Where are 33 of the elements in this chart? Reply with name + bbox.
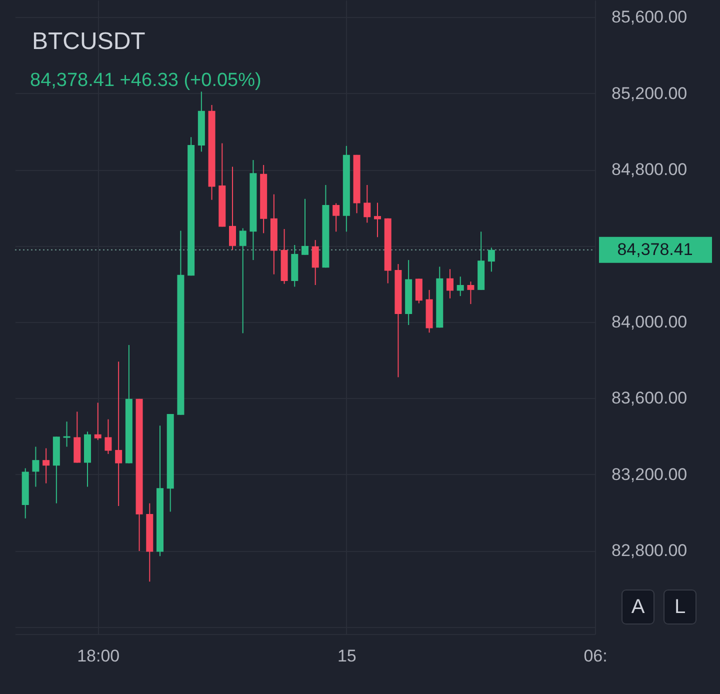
candlestick [42, 448, 50, 484]
candlestick [467, 281, 474, 305]
candlestick [94, 402, 102, 441]
x-tick-label: 06: [584, 646, 608, 666]
candlestick [239, 228, 246, 334]
y-tick-label: 84,000.00 [612, 312, 688, 332]
candlestick [332, 202, 340, 232]
candlestick [488, 247, 495, 272]
text: BTCUSDT [32, 28, 146, 55]
ref-line-label: 84,378.41 [617, 240, 693, 259]
candlestick [312, 240, 319, 286]
candlestick [229, 166, 236, 250]
candlestick [446, 268, 454, 299]
candlestick [63, 421, 70, 448]
text: A [631, 596, 646, 618]
x-tick-label: 15 [337, 646, 356, 666]
text: 84,378.41 +46.33 (+0.05%) [30, 70, 262, 91]
candlestick [415, 278, 422, 304]
candlestick [302, 198, 308, 256]
y-tick-label: 85,600.00 [612, 8, 688, 27]
text: L [674, 596, 686, 618]
candlestick [364, 184, 371, 224]
x-tick-label: 18:00 [77, 646, 120, 666]
y-tick-label: 85,200.00 [612, 84, 688, 103]
y-tick-label: 83,600.00 [612, 388, 688, 408]
y-tick-label: 82,800.00 [612, 541, 688, 560]
candlestick [104, 418, 112, 454]
candlestick [32, 446, 40, 488]
y-tick-label: 83,200.00 [612, 464, 688, 484]
candlestick [115, 361, 122, 506]
y-tick-label: 84,800.00 [612, 160, 688, 180]
candlestick [374, 202, 381, 238]
candlestick [456, 276, 464, 297]
